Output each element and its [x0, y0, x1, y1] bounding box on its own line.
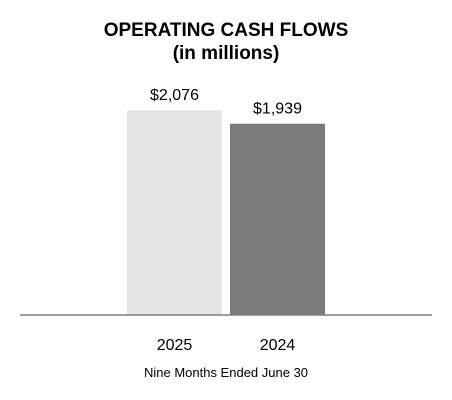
x-tick-labels-group: 2025 2024: [157, 337, 296, 354]
chart-subtitle: (in millions): [173, 43, 280, 64]
bar-2024: [230, 123, 325, 316]
data-label-2024: $1,939: [253, 101, 302, 118]
data-label-2025: $2,076: [150, 87, 199, 104]
chart-title: OPERATING CASH FLOWS: [104, 20, 349, 41]
x-tick-label-2024: 2024: [260, 337, 296, 354]
bars-group: [127, 110, 325, 316]
x-tick-label-2025: 2025: [157, 337, 193, 354]
bar-2025: [127, 110, 222, 315]
data-labels-group: $2,076 $1,939: [150, 87, 302, 118]
x-axis-title: Nine Months Ended June 30: [144, 365, 308, 380]
